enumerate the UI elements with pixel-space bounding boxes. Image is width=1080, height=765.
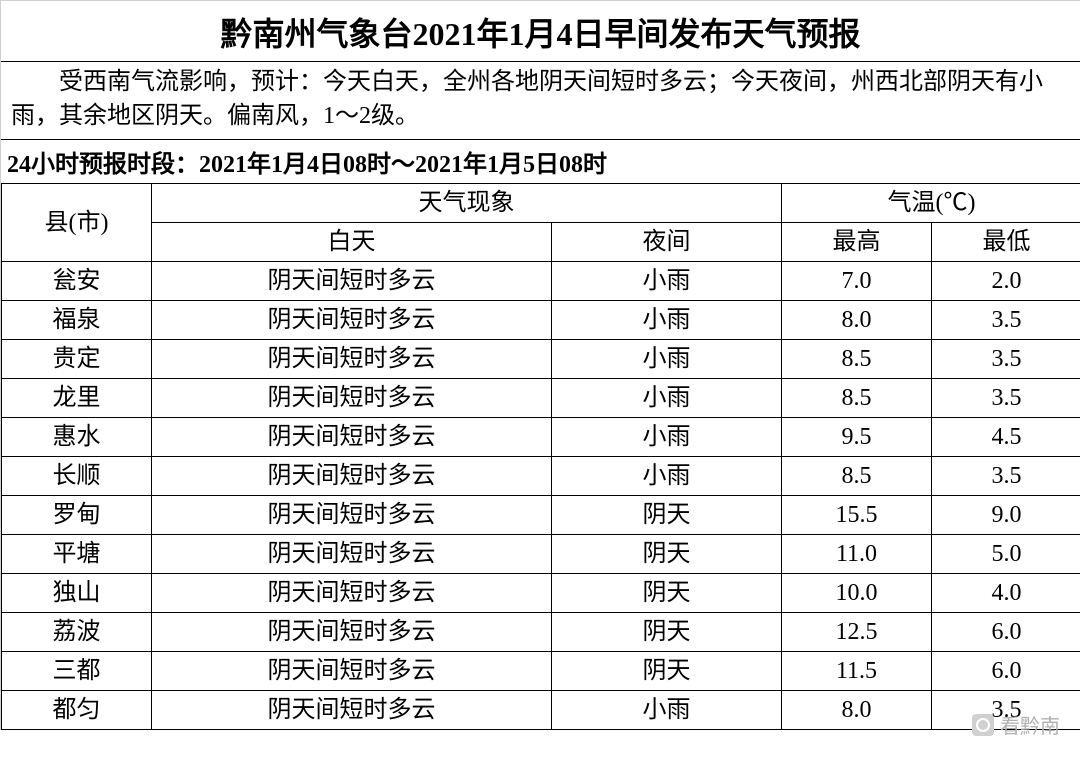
cell-low: 9.0	[932, 496, 1080, 535]
cell-county: 罗甸	[2, 496, 152, 535]
cell-low: 4.5	[932, 418, 1080, 457]
cell-high: 8.0	[782, 691, 932, 730]
table-row: 独山阴天间短时多云阴天10.04.0	[2, 574, 1080, 613]
cell-day: 阴天间短时多云	[152, 457, 552, 496]
cell-low: 5.0	[932, 535, 1080, 574]
cell-low: 2.0	[932, 262, 1080, 301]
header-high: 最高	[782, 223, 932, 262]
cell-low: 3.5	[932, 379, 1080, 418]
cell-high: 8.5	[782, 340, 932, 379]
table-row: 长顺阴天间短时多云小雨8.53.5	[2, 457, 1080, 496]
cell-day: 阴天间短时多云	[152, 340, 552, 379]
cell-day: 阴天间短时多云	[152, 418, 552, 457]
cell-county: 瓮安	[2, 262, 152, 301]
header-night: 夜间	[552, 223, 782, 262]
cell-night: 小雨	[552, 418, 782, 457]
cell-day: 阴天间短时多云	[152, 574, 552, 613]
cell-county: 都匀	[2, 691, 152, 730]
cell-day: 阴天间短时多云	[152, 652, 552, 691]
cell-night: 小雨	[552, 379, 782, 418]
table-row: 贵定阴天间短时多云小雨8.53.5	[2, 340, 1080, 379]
cell-county: 荔波	[2, 613, 152, 652]
cell-county: 独山	[2, 574, 152, 613]
cell-day: 阴天间短时多云	[152, 691, 552, 730]
cell-low: 3.5	[932, 691, 1080, 730]
table-header: 县(市) 天气现象 气温(℃) 白天 夜间 最高 最低	[2, 184, 1080, 262]
cell-high: 8.0	[782, 301, 932, 340]
cell-county: 福泉	[2, 301, 152, 340]
cell-low: 3.5	[932, 301, 1080, 340]
cell-low: 6.0	[932, 613, 1080, 652]
forecast-period: 24小时预报时段：2021年1月4日08时～2021年1月5日08时	[1, 140, 1080, 183]
table-row: 罗甸阴天间短时多云阴天15.59.0	[2, 496, 1080, 535]
cell-high: 8.5	[782, 457, 932, 496]
cell-county: 长顺	[2, 457, 152, 496]
table-row: 荔波阴天间短时多云阴天12.56.0	[2, 613, 1080, 652]
cell-county: 惠水	[2, 418, 152, 457]
cell-night: 阴天	[552, 535, 782, 574]
cell-high: 8.5	[782, 379, 932, 418]
table-row: 惠水阴天间短时多云小雨9.54.5	[2, 418, 1080, 457]
table-row: 平塘阴天间短时多云阴天11.05.0	[2, 535, 1080, 574]
cell-county: 贵定	[2, 340, 152, 379]
cell-night: 小雨	[552, 301, 782, 340]
cell-night: 小雨	[552, 691, 782, 730]
table-body: 瓮安阴天间短时多云小雨7.02.0福泉阴天间短时多云小雨8.03.5贵定阴天间短…	[2, 262, 1080, 730]
table-row: 三都阴天间短时多云阴天11.56.0	[2, 652, 1080, 691]
header-day: 白天	[152, 223, 552, 262]
header-weather: 天气现象	[152, 184, 782, 223]
cell-day: 阴天间短时多云	[152, 496, 552, 535]
cell-low: 4.0	[932, 574, 1080, 613]
forecast-summary: 受西南气流影响，预计：今天白天，全州各地阴天间短时多云；今天夜间，州西北部阴天有…	[1, 62, 1080, 140]
cell-day: 阴天间短时多云	[152, 379, 552, 418]
header-temp: 气温(℃)	[782, 184, 1080, 223]
cell-high: 9.5	[782, 418, 932, 457]
cell-high: 12.5	[782, 613, 932, 652]
cell-night: 小雨	[552, 340, 782, 379]
cell-county: 平塘	[2, 535, 152, 574]
cell-high: 7.0	[782, 262, 932, 301]
document-title: 黔南州气象台2021年1月4日早间发布天气预报	[1, 1, 1080, 62]
forecast-document: 黔南州气象台2021年1月4日早间发布天气预报 受西南气流影响，预计：今天白天，…	[0, 0, 1080, 730]
table-row: 瓮安阴天间短时多云小雨7.02.0	[2, 262, 1080, 301]
header-low: 最低	[932, 223, 1080, 262]
cell-night: 小雨	[552, 457, 782, 496]
table-row: 都匀阴天间短时多云小雨8.03.5	[2, 691, 1080, 730]
cell-day: 阴天间短时多云	[152, 613, 552, 652]
cell-low: 3.5	[932, 340, 1080, 379]
table-row: 龙里阴天间短时多云小雨8.53.5	[2, 379, 1080, 418]
cell-night: 阴天	[552, 574, 782, 613]
cell-high: 10.0	[782, 574, 932, 613]
cell-night: 阴天	[552, 652, 782, 691]
cell-day: 阴天间短时多云	[152, 535, 552, 574]
cell-county: 龙里	[2, 379, 152, 418]
header-county: 县(市)	[2, 184, 152, 262]
forecast-table: 县(市) 天气现象 气温(℃) 白天 夜间 最高 最低 瓮安阴天间短时多云小雨7…	[1, 183, 1080, 730]
cell-high: 11.0	[782, 535, 932, 574]
cell-day: 阴天间短时多云	[152, 301, 552, 340]
table-row: 福泉阴天间短时多云小雨8.03.5	[2, 301, 1080, 340]
cell-low: 3.5	[932, 457, 1080, 496]
cell-day: 阴天间短时多云	[152, 262, 552, 301]
cell-high: 15.5	[782, 496, 932, 535]
cell-night: 小雨	[552, 262, 782, 301]
cell-county: 三都	[2, 652, 152, 691]
cell-low: 6.0	[932, 652, 1080, 691]
cell-night: 阴天	[552, 613, 782, 652]
cell-high: 11.5	[782, 652, 932, 691]
cell-night: 阴天	[552, 496, 782, 535]
